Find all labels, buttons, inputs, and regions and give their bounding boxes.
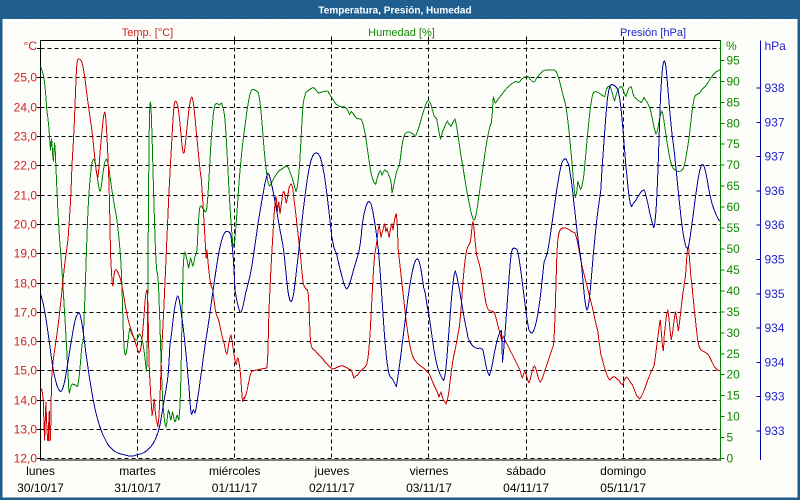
svg-text:65: 65	[727, 179, 741, 193]
svg-text:Humedad [%]: Humedad [%]	[368, 27, 435, 39]
svg-text:sábado: sábado	[506, 464, 546, 478]
svg-text:936: 936	[765, 184, 785, 198]
svg-text:18,0: 18,0	[14, 277, 38, 291]
svg-text:936: 936	[765, 218, 785, 232]
svg-text:°C: °C	[24, 39, 38, 53]
svg-text:viernes: viernes	[410, 464, 449, 478]
svg-text:50: 50	[727, 242, 741, 256]
svg-text:85: 85	[727, 95, 741, 109]
svg-text:domingo: domingo	[600, 464, 646, 478]
svg-text:934: 934	[765, 355, 785, 369]
svg-text:%: %	[726, 39, 737, 53]
svg-text:935: 935	[765, 253, 785, 267]
svg-text:23,0: 23,0	[14, 130, 38, 144]
svg-text:75: 75	[727, 137, 741, 151]
svg-text:hPa: hPa	[765, 39, 787, 53]
svg-text:jueves: jueves	[314, 464, 350, 478]
svg-text:30/10/17: 30/10/17	[17, 481, 64, 495]
svg-text:0: 0	[727, 452, 734, 466]
svg-text:25,0: 25,0	[14, 71, 38, 85]
svg-text:24,0: 24,0	[14, 101, 38, 115]
svg-text:95: 95	[727, 53, 741, 67]
svg-text:03/11/17: 03/11/17	[406, 481, 452, 495]
svg-text:Temp. [°C]: Temp. [°C]	[122, 27, 173, 39]
svg-text:70: 70	[727, 158, 741, 172]
svg-text:05/11/17: 05/11/17	[600, 481, 646, 495]
svg-text:01/11/17: 01/11/17	[212, 481, 258, 495]
svg-text:933: 933	[765, 424, 785, 438]
svg-text:19,0: 19,0	[14, 247, 38, 261]
svg-text:04/11/17: 04/11/17	[503, 481, 549, 495]
svg-text:80: 80	[727, 116, 741, 130]
svg-text:22,0: 22,0	[14, 159, 38, 173]
svg-text:16,0: 16,0	[14, 335, 38, 349]
svg-text:17,0: 17,0	[14, 306, 38, 320]
svg-text:lunes: lunes	[26, 464, 55, 478]
svg-text:Temperatura, Presión, Humedad: Temperatura, Presión, Humedad	[318, 6, 471, 17]
svg-text:55: 55	[727, 221, 741, 235]
svg-text:21,0: 21,0	[14, 189, 38, 203]
svg-text:5: 5	[727, 431, 734, 445]
svg-text:938: 938	[765, 81, 785, 95]
svg-text:934: 934	[765, 321, 785, 335]
svg-text:60: 60	[727, 200, 741, 214]
svg-text:15,0: 15,0	[14, 364, 38, 378]
svg-text:45: 45	[727, 263, 741, 277]
svg-text:10: 10	[727, 410, 741, 424]
svg-text:20: 20	[727, 368, 741, 382]
svg-text:937: 937	[765, 115, 785, 129]
svg-text:12,0: 12,0	[14, 452, 38, 466]
svg-text:02/11/17: 02/11/17	[309, 481, 355, 495]
svg-text:937: 937	[765, 150, 785, 164]
svg-text:20,0: 20,0	[14, 218, 38, 232]
svg-text:14,0: 14,0	[14, 394, 38, 408]
svg-text:15: 15	[727, 389, 741, 403]
svg-text:13,0: 13,0	[14, 423, 38, 437]
svg-text:25: 25	[727, 347, 741, 361]
svg-text:31/10/17: 31/10/17	[114, 481, 161, 495]
svg-text:martes: martes	[119, 464, 156, 478]
svg-text:40: 40	[727, 284, 741, 298]
svg-text:90: 90	[727, 74, 741, 88]
svg-text:933: 933	[765, 390, 785, 404]
svg-text:35: 35	[727, 305, 741, 319]
svg-text:30: 30	[727, 326, 741, 340]
svg-text:935: 935	[765, 287, 785, 301]
svg-text:miércoles: miércoles	[209, 464, 260, 478]
svg-text:Presión [hPa]: Presión [hPa]	[620, 27, 686, 39]
